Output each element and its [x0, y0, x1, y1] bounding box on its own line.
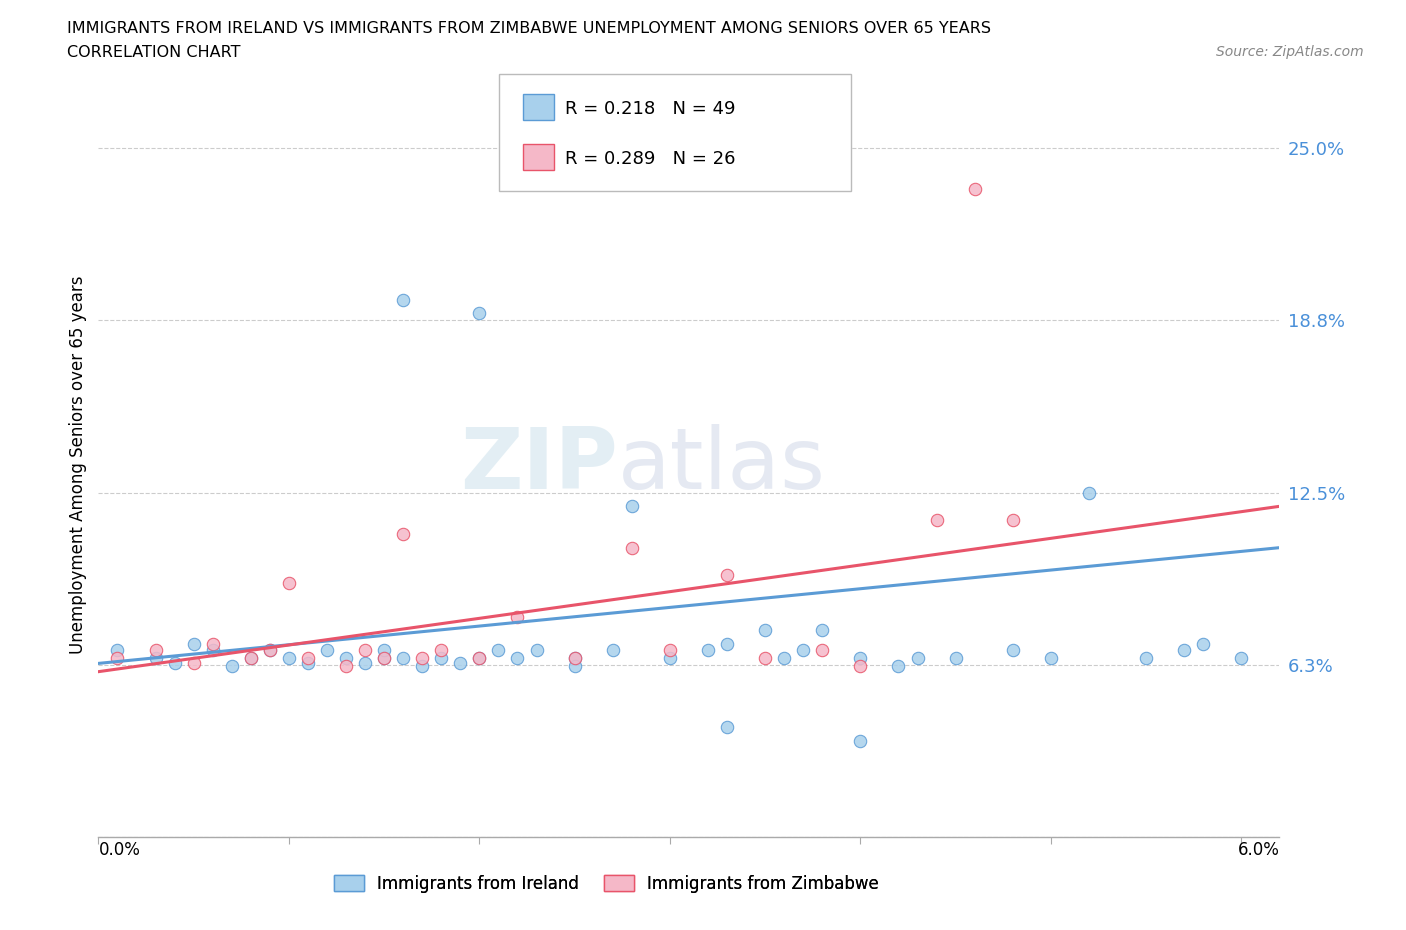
Text: R = 0.218   N = 49: R = 0.218 N = 49	[565, 100, 735, 118]
Point	[354, 656, 377, 671]
Text: atlas: atlas	[619, 423, 827, 507]
Point	[716, 637, 738, 652]
Point	[392, 650, 415, 665]
Point	[297, 650, 319, 665]
Point	[392, 526, 415, 541]
Point	[754, 650, 776, 665]
Point	[620, 498, 643, 513]
Point	[773, 650, 796, 665]
Text: 6.0%: 6.0%	[1237, 841, 1279, 858]
Point	[259, 643, 281, 658]
Point	[297, 656, 319, 671]
Point	[697, 643, 720, 658]
Point	[716, 568, 738, 583]
Text: CORRELATION CHART: CORRELATION CHART	[67, 45, 240, 60]
Point	[239, 650, 262, 665]
Point	[1001, 643, 1024, 658]
Point	[792, 643, 814, 658]
Point	[183, 637, 205, 652]
Point	[163, 656, 186, 671]
Point	[945, 650, 967, 665]
Point	[811, 623, 834, 638]
Point	[277, 576, 299, 591]
Point	[373, 650, 395, 665]
Point	[411, 650, 433, 665]
Point	[506, 609, 529, 624]
Point	[468, 650, 491, 665]
Point	[201, 643, 224, 658]
Point	[620, 540, 643, 555]
Point	[811, 643, 834, 658]
Point	[1135, 650, 1157, 665]
Point	[1192, 637, 1215, 652]
Point	[468, 306, 491, 321]
Text: ZIP: ZIP	[460, 423, 619, 507]
Point	[468, 650, 491, 665]
Point	[602, 643, 624, 658]
Point	[335, 658, 357, 673]
Point	[449, 656, 471, 671]
Point	[392, 292, 415, 307]
Y-axis label: Unemployment Among Seniors over 65 years: Unemployment Among Seniors over 65 years	[69, 276, 87, 654]
Point	[430, 650, 453, 665]
Point	[107, 643, 129, 658]
Point	[354, 643, 377, 658]
Point	[335, 650, 357, 665]
Point	[564, 650, 586, 665]
Point	[259, 643, 281, 658]
Text: R = 0.289   N = 26: R = 0.289 N = 26	[565, 151, 735, 168]
Point	[488, 643, 510, 658]
Point	[658, 643, 681, 658]
Point	[1078, 485, 1101, 500]
Point	[316, 643, 339, 658]
Point	[963, 182, 986, 197]
Point	[1001, 512, 1024, 527]
Point	[526, 643, 548, 658]
Point	[277, 650, 299, 665]
Point	[145, 650, 167, 665]
Point	[183, 656, 205, 671]
Text: Source: ZipAtlas.com: Source: ZipAtlas.com	[1216, 45, 1364, 59]
Point	[411, 658, 433, 673]
Point	[907, 650, 929, 665]
Point	[564, 658, 586, 673]
Point	[201, 637, 224, 652]
Point	[373, 643, 395, 658]
Point	[239, 650, 262, 665]
Point	[221, 658, 243, 673]
Legend: Immigrants from Ireland, Immigrants from Zimbabwe: Immigrants from Ireland, Immigrants from…	[328, 868, 886, 899]
Text: 0.0%: 0.0%	[98, 841, 141, 858]
Point	[564, 650, 586, 665]
Point	[430, 643, 453, 658]
Point	[1230, 650, 1253, 665]
Point	[849, 658, 872, 673]
Point	[1173, 643, 1195, 658]
Point	[658, 650, 681, 665]
Point	[145, 643, 167, 658]
Point	[506, 650, 529, 665]
Point	[1039, 650, 1062, 665]
Point	[716, 719, 738, 734]
Point	[107, 650, 129, 665]
Point	[754, 623, 776, 638]
Point	[849, 733, 872, 748]
Point	[925, 512, 948, 527]
Point	[849, 650, 872, 665]
Text: IMMIGRANTS FROM IRELAND VS IMMIGRANTS FROM ZIMBABWE UNEMPLOYMENT AMONG SENIORS O: IMMIGRANTS FROM IRELAND VS IMMIGRANTS FR…	[67, 21, 991, 36]
Point	[373, 650, 395, 665]
Point	[887, 658, 910, 673]
